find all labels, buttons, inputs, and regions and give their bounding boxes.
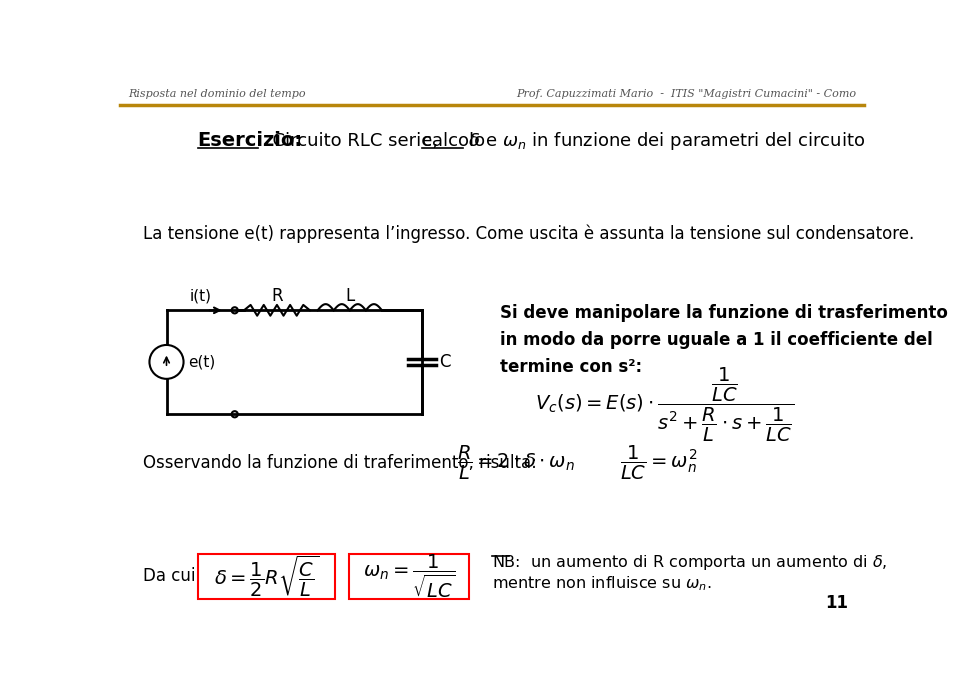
Text: $\dfrac{1}{LC} = \omega_n^2$: $\dfrac{1}{LC} = \omega_n^2$ [620,444,697,482]
Text: 11: 11 [826,594,849,612]
Text: Circuito RLC serie,: Circuito RLC serie, [261,132,449,150]
Text: in modo da porre uguale a 1 il coefficiente del: in modo da porre uguale a 1 il coefficie… [500,331,932,349]
Text: Prof. Capuzzimati Mario  -  ITIS "Magistri Cumacini" - Como: Prof. Capuzzimati Mario - ITIS "Magistri… [516,89,856,99]
Bar [198,554,335,599]
Text: calcolo: calcolo [422,132,486,150]
Text: termine con s²:: termine con s²: [500,358,642,376]
Bar [348,554,468,599]
Text: $\dfrac{R}{L} = 2 \cdot \delta \cdot \omega_n$: $\dfrac{R}{L} = 2 \cdot \delta \cdot \om… [457,444,575,482]
Text: mentre non influisce su $\omega_n$.: mentre non influisce su $\omega_n$. [492,574,711,593]
Text: NB:  un aumento di R comporta un aumento di $\delta$,: NB: un aumento di R comporta un aumento … [492,552,887,572]
Text: Si deve manipolare la funzione di trasferimento: Si deve manipolare la funzione di trasfe… [500,304,948,322]
Text: Osservando la funzione di traferimento, risulta:: Osservando la funzione di traferimento, … [143,454,538,472]
Text: L: L [346,288,354,306]
Text: R: R [271,288,283,306]
Text: $V_c(s) = E(s) \cdot \dfrac{\dfrac{1}{LC}}{s^2 + \dfrac{R}{L} \cdot s + \dfrac{1: $V_c(s) = E(s) \cdot \dfrac{\dfrac{1}{LC… [535,366,794,444]
Text: $\delta$ e $\omega_n$ in funzione dei parametri del circuito: $\delta$ e $\omega_n$ in funzione dei pa… [464,130,866,152]
Circle shape [150,345,183,379]
Text: C: C [440,353,451,371]
Text: La tensione e(t) rappresenta l’ingresso. Come uscita è assunta la tensione sul c: La tensione e(t) rappresenta l’ingresso.… [143,224,915,243]
Text: $\delta = \dfrac{1}{2} R \sqrt{\dfrac{C}{L}}$: $\delta = \dfrac{1}{2} R \sqrt{\dfrac{C}… [214,554,319,599]
Text: Da cui:: Da cui: [143,567,202,585]
Text: Esercizio:: Esercizio: [198,132,302,150]
Text: e(t): e(t) [188,354,215,369]
Text: i(t): i(t) [190,289,212,304]
Text: Risposta nel dominio del tempo: Risposta nel dominio del tempo [128,89,305,99]
Text: $\omega_n = \dfrac{1}{\sqrt{LC}}$: $\omega_n = \dfrac{1}{\sqrt{LC}}$ [363,553,455,600]
